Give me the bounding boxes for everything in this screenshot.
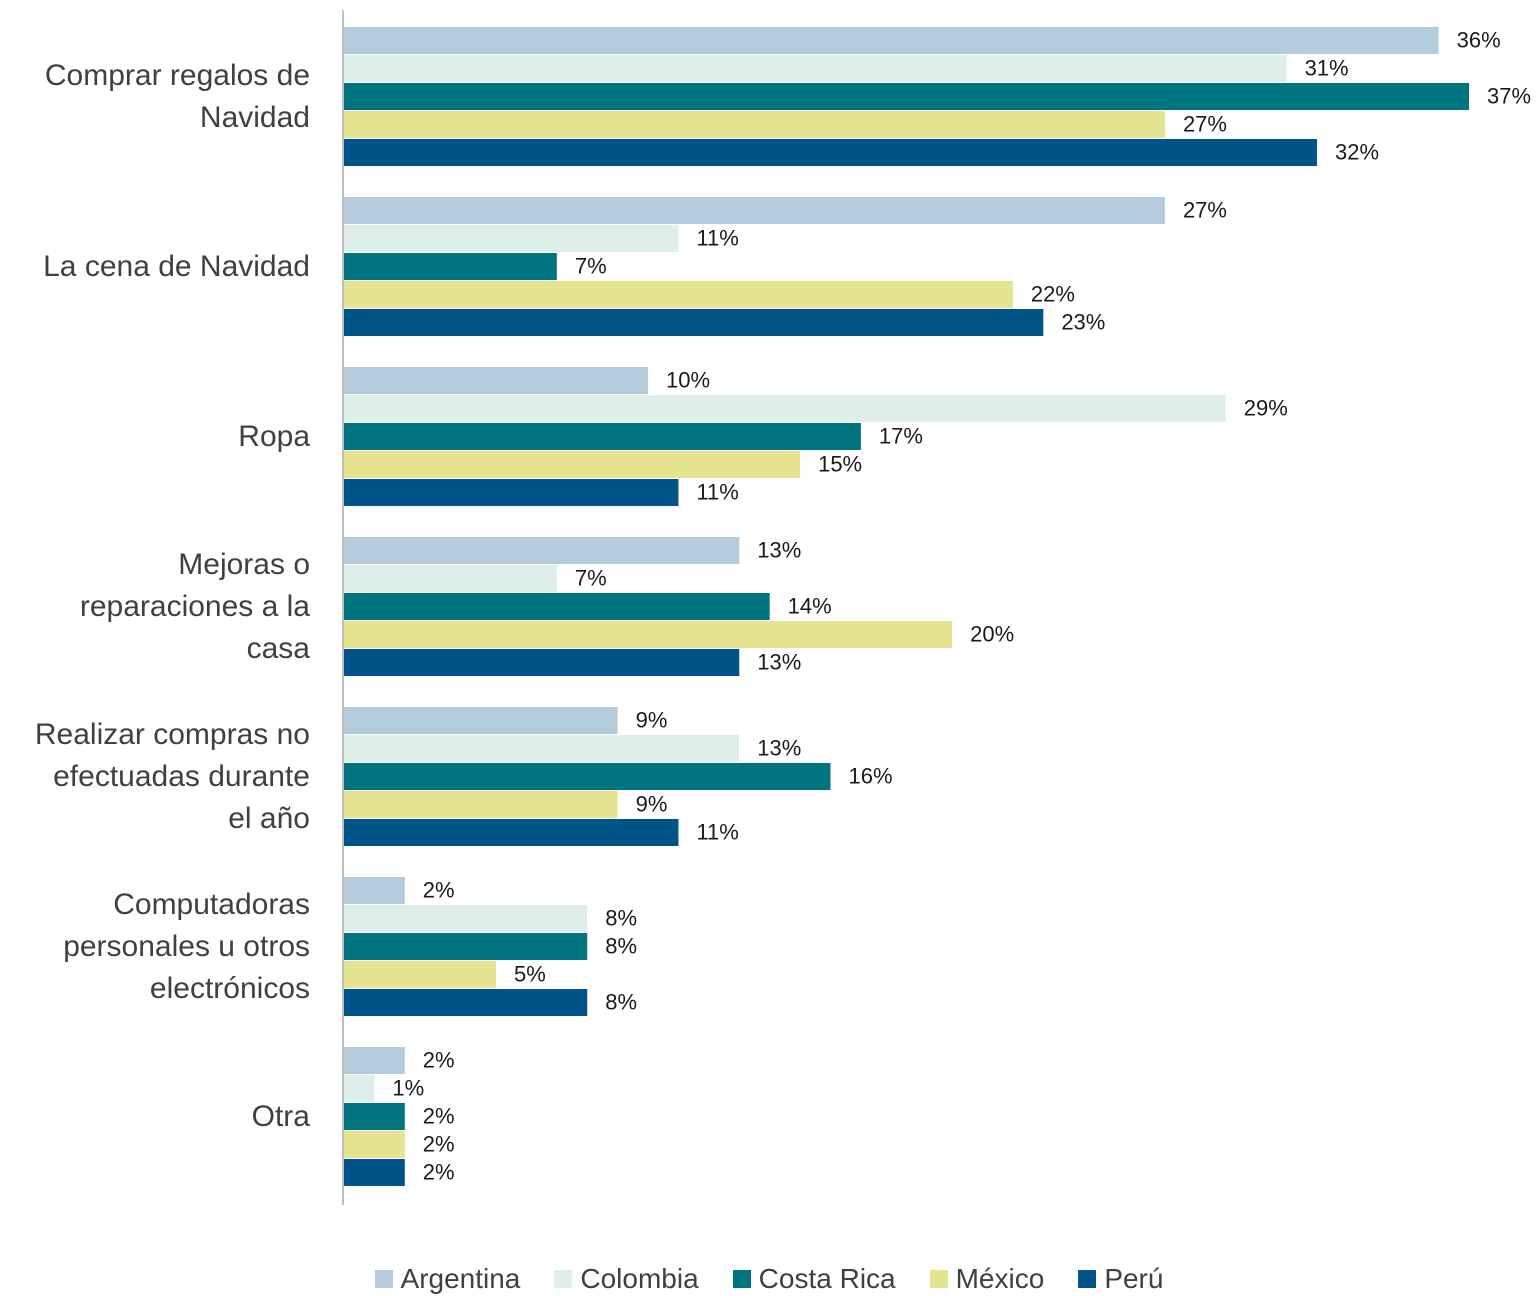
- legend-item: Argentina: [374, 1262, 521, 1296]
- legend-swatch: [732, 1270, 751, 1288]
- data-label: 20%: [970, 621, 1014, 646]
- category-label: Realizar compras no efectuadas durante e…: [34, 717, 310, 835]
- legend-label: Perú: [1104, 1263, 1164, 1294]
- bar: [344, 961, 497, 988]
- bar: [344, 565, 557, 592]
- bar: [344, 649, 740, 676]
- bar: [344, 1159, 405, 1186]
- legend-label: Costa Rica: [758, 1263, 896, 1294]
- category-label: Otra: [251, 1099, 310, 1133]
- data-label: 11%: [696, 225, 738, 250]
- bar: [344, 819, 679, 846]
- data-label: 29%: [1244, 395, 1288, 420]
- bar: [344, 1131, 405, 1158]
- data-label: 23%: [1061, 309, 1105, 334]
- data-label: 8%: [605, 905, 637, 930]
- bar: [344, 281, 1013, 308]
- data-label: 2%: [423, 1047, 455, 1072]
- bar: [344, 395, 1226, 422]
- data-label: 7%: [575, 253, 607, 278]
- data-label: 32%: [1335, 139, 1379, 164]
- bar: [344, 537, 740, 564]
- legend-swatch: [929, 1270, 948, 1288]
- category-label: Comprar regalos de Navidad: [44, 58, 310, 134]
- bar: [344, 1103, 405, 1130]
- bar: [344, 451, 801, 478]
- category-label: La cena de Navidad: [43, 249, 310, 283]
- data-label: 16%: [848, 763, 892, 788]
- data-label: 2%: [423, 1159, 455, 1184]
- bar: [344, 593, 770, 620]
- data-label: 36%: [1457, 27, 1501, 52]
- bar: [344, 423, 861, 450]
- legend-item: Perú: [1078, 1262, 1163, 1296]
- data-label: 2%: [423, 1131, 455, 1156]
- bar: [344, 735, 740, 762]
- bar: [344, 55, 1287, 82]
- data-label: 22%: [1031, 281, 1075, 306]
- data-label: 15%: [818, 451, 862, 476]
- category-label: Ropa: [238, 419, 310, 453]
- bar: [344, 479, 679, 506]
- data-label: 14%: [788, 593, 832, 618]
- legend-swatch: [1078, 1270, 1097, 1288]
- bar: [344, 197, 1165, 224]
- bar: [344, 111, 1165, 138]
- data-label: 9%: [636, 707, 668, 732]
- bar: [344, 763, 831, 790]
- data-label: 31%: [1305, 55, 1349, 80]
- data-label: 7%: [575, 565, 607, 590]
- data-label: 2%: [423, 877, 455, 902]
- bar: [344, 1047, 405, 1074]
- bar: [344, 309, 1044, 336]
- bar: [344, 27, 1439, 54]
- data-label: 8%: [605, 989, 637, 1014]
- data-label: 13%: [757, 649, 801, 674]
- data-label: 8%: [605, 933, 637, 958]
- data-label: 10%: [666, 367, 710, 392]
- category-label: Computadoras personales u otros electrón…: [63, 887, 310, 1005]
- legend-label: México: [955, 1263, 1045, 1294]
- category-label: Mejoras o reparaciones a la casa: [79, 547, 310, 665]
- data-label: 5%: [514, 961, 546, 986]
- bar: [344, 621, 953, 648]
- data-label: 2%: [423, 1103, 455, 1128]
- bar: [344, 707, 618, 734]
- data-label: 1%: [392, 1075, 424, 1100]
- data-label: 11%: [696, 819, 738, 844]
- bar: [344, 367, 649, 394]
- data-label: 17%: [879, 423, 923, 448]
- data-label: 13%: [757, 735, 801, 760]
- bar: [344, 253, 557, 280]
- legend-swatch: [374, 1270, 393, 1288]
- legend: Argentina Colombia Costa Rica México Perú: [0, 1262, 1538, 1296]
- data-label: 11%: [696, 479, 738, 504]
- data-label: 9%: [636, 791, 668, 816]
- data-label: 13%: [757, 537, 801, 562]
- bar: [344, 877, 405, 904]
- bar: [344, 225, 679, 252]
- data-label: 37%: [1487, 83, 1531, 108]
- legend-label: Argentina: [400, 1263, 521, 1294]
- bar: [344, 933, 588, 960]
- data-label: 27%: [1183, 197, 1227, 222]
- bar: [344, 905, 588, 932]
- bar: [344, 83, 1469, 110]
- data-label: 27%: [1183, 111, 1227, 136]
- legend-swatch: [554, 1270, 573, 1288]
- legend-label: Colombia: [580, 1263, 699, 1294]
- legend-item: México: [929, 1262, 1045, 1296]
- bar: [344, 989, 588, 1016]
- legend-item: Costa Rica: [732, 1262, 896, 1296]
- bar: [344, 791, 618, 818]
- bar: [344, 139, 1317, 166]
- legend-item: Colombia: [554, 1262, 699, 1296]
- bar: [344, 1075, 375, 1102]
